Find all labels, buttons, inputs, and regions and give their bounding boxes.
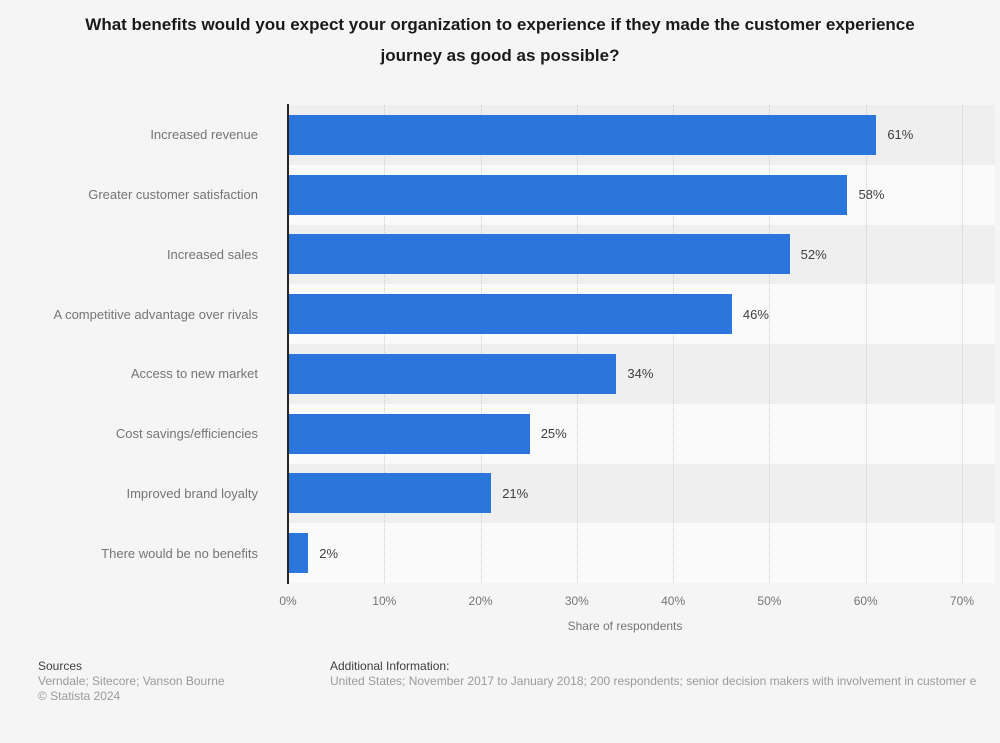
category-label: Increased sales xyxy=(166,246,258,262)
value-label: 46% xyxy=(742,306,769,322)
sources-block: Sources Verndale; Sitecore; Vanson Bourn… xyxy=(38,658,225,704)
category-label: There would be no benefits xyxy=(101,545,258,561)
bar-increased-revenue xyxy=(289,114,877,155)
value-label: 21% xyxy=(502,485,529,501)
copyright-text: © Statista 2024 xyxy=(38,689,121,703)
category-label: Cost savings/efficiencies xyxy=(115,426,258,442)
gridline xyxy=(576,105,578,583)
gridline xyxy=(865,105,867,583)
sources-text: Verndale; Sitecore; Vanson Bourne xyxy=(38,674,225,688)
gridline xyxy=(962,105,963,583)
value-label: 61% xyxy=(887,127,914,143)
row-band xyxy=(288,523,995,583)
category-label: Improved brand loyalty xyxy=(126,485,258,501)
additional-info-label: Additional Information: xyxy=(330,659,450,673)
gridline xyxy=(384,105,386,583)
gridline xyxy=(769,105,771,583)
bar-access-to-new-market xyxy=(289,353,617,394)
y-axis-line xyxy=(287,104,289,584)
x-tick-label: 40% xyxy=(661,594,686,608)
x-tick-label: 50% xyxy=(757,594,782,608)
category-label: Increased revenue xyxy=(150,127,258,143)
value-label: 34% xyxy=(627,366,654,382)
value-label: 58% xyxy=(858,187,885,203)
x-tick-label: 60% xyxy=(853,594,878,608)
x-tick-label: 30% xyxy=(564,594,589,608)
bar-improved-brand-loyalty xyxy=(289,473,492,514)
category-label: Greater customer satisfaction xyxy=(88,187,258,203)
x-tick-label: 10% xyxy=(372,594,397,608)
additional-info-text: United States; November 2017 to January … xyxy=(330,674,977,688)
additional-info-block: Additional Information: United States; N… xyxy=(330,658,1000,689)
bar-greater-customer-satisfaction xyxy=(289,174,848,215)
gridline xyxy=(673,105,675,583)
gridline xyxy=(480,105,482,583)
x-tick-label: 70% xyxy=(949,594,975,608)
x-tick-label: 0% xyxy=(279,594,297,608)
bar-a-competitive-advantage-over-rivals xyxy=(289,294,732,335)
x-axis-title: Share of respondents xyxy=(567,619,683,633)
bar-increased-sales xyxy=(289,234,790,275)
value-label: 52% xyxy=(800,246,827,262)
category-label: A competitive advantage over rivals xyxy=(53,306,259,322)
bar-cost-savings-efficiencies xyxy=(289,413,530,454)
bar-there-would-be-no-benefits xyxy=(289,533,309,574)
x-tick-label: 20% xyxy=(468,594,493,608)
chart-title: What benefits would you expect your orga… xyxy=(85,15,915,65)
category-label: Access to new market xyxy=(130,366,258,382)
value-label: 25% xyxy=(540,426,567,442)
value-label: 2% xyxy=(319,545,339,561)
sources-label: Sources xyxy=(38,659,83,673)
